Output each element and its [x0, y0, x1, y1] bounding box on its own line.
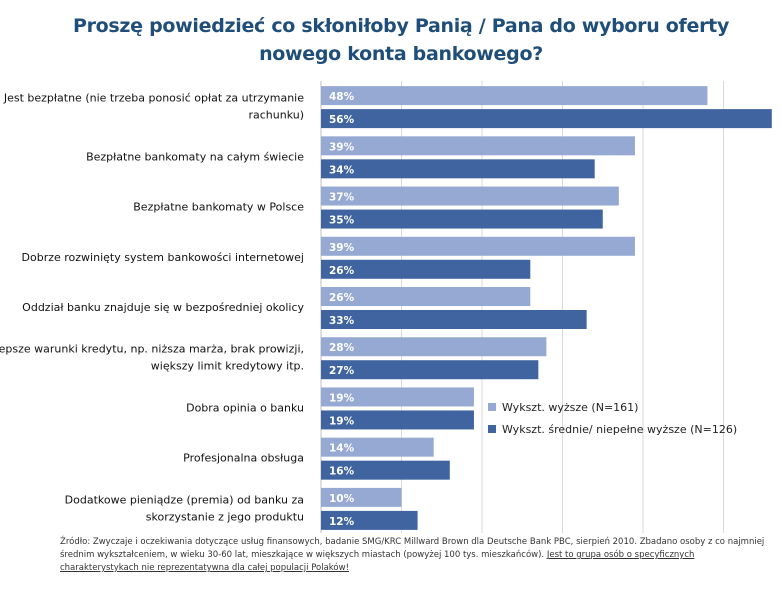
legend-swatch-series-2 [488, 425, 496, 433]
bar-s2-6 [321, 410, 474, 430]
category-label: rachunku) [248, 109, 304, 122]
category-label: Dobrze rozwinięty system bankowości inte… [22, 251, 304, 264]
category-label: Dodatkowe pieniądze (premia) od banku za [65, 493, 304, 506]
category-label: Lepsze warunki kredytu, np. niższa marża… [0, 343, 304, 356]
chart-title-line-2: nowego konta bankowego? [259, 43, 543, 65]
chart-title-line-1: Proszę powiedzieć co skłoniłoby Panią / … [72, 15, 730, 37]
data-label: 39% [329, 242, 355, 254]
bar-s1-4 [321, 287, 531, 306]
data-label: 39% [329, 141, 355, 153]
bar-s2-2 [321, 209, 603, 229]
bar-s1-3 [321, 236, 635, 256]
source-disclaimer: Jest to grupa osób o specyficznych chara… [60, 550, 695, 573]
data-label: 26% [329, 292, 355, 304]
data-label: 33% [329, 315, 355, 327]
category-label: większy limit kredytowy itp. [151, 360, 304, 373]
bar-s1-7 [321, 437, 434, 457]
data-label: 12% [329, 516, 355, 528]
data-label: 16% [329, 466, 355, 478]
bar-s2-1 [321, 159, 595, 179]
legend-item-series-2: Wykszt. średnie/ niepełne wyższe (N=126) [488, 418, 737, 440]
data-label: 26% [329, 265, 355, 277]
source-text: Źródło: Zwyczaje i oczekiwania dotyczące… [60, 537, 765, 560]
legend-label-series-1: Wykszt. wyższe (N=161) [502, 400, 639, 414]
data-label: 10% [329, 493, 355, 505]
category-label: Bezpłatne bankomaty w Polsce [133, 201, 304, 214]
bar-s1-6 [321, 387, 474, 407]
bar-s1-5 [321, 337, 547, 357]
bar-s1-2 [321, 186, 619, 206]
data-label: 19% [329, 415, 355, 427]
bar-s2-4 [321, 310, 587, 329]
data-label: 14% [329, 443, 355, 455]
data-label: 34% [329, 164, 355, 176]
data-label: 48% [329, 91, 355, 103]
data-label: 56% [329, 114, 355, 126]
legend-swatch-series-1 [488, 403, 496, 411]
source-note: Źródło: Zwyczaje i oczekiwania dotyczące… [60, 536, 770, 575]
bar-s2-0 [321, 109, 772, 129]
bar-s1-1 [321, 136, 635, 156]
chart-title: Proszę powiedzieć co skłoniłoby Panią / … [40, 12, 762, 68]
bar-s1-0 [321, 86, 708, 106]
category-label: Profesjonalna obsługa [183, 452, 304, 465]
category-label: skorzystanie z jego produktu [146, 510, 304, 523]
bar-s1-8 [321, 487, 402, 507]
category-label: Jest bezpłatne (nie trzeba ponosić opłat… [3, 92, 304, 105]
data-label: 28% [329, 342, 355, 354]
legend: Wykszt. wyższe (N=161) Wykszt. średnie/ … [488, 396, 737, 440]
data-label: 27% [329, 365, 355, 377]
category-label: Oddział banku znajduje się w bezpośredni… [22, 301, 304, 314]
data-label: 19% [329, 392, 355, 404]
category-label: Bezpłatne bankomaty na całym świecie [86, 150, 304, 163]
legend-label-series-2: Wykszt. średnie/ niepełne wyższe (N=126) [502, 422, 738, 436]
data-label: 35% [329, 215, 355, 227]
data-label: 37% [329, 192, 355, 204]
bar-s2-5 [321, 360, 539, 380]
legend-item-series-1: Wykszt. wyższe (N=161) [488, 396, 737, 418]
bar-s2-7 [321, 460, 450, 480]
bar-s2-3 [321, 259, 531, 279]
bar-s2-8 [321, 510, 418, 530]
category-label: Dobra opinia o banku [186, 401, 304, 414]
